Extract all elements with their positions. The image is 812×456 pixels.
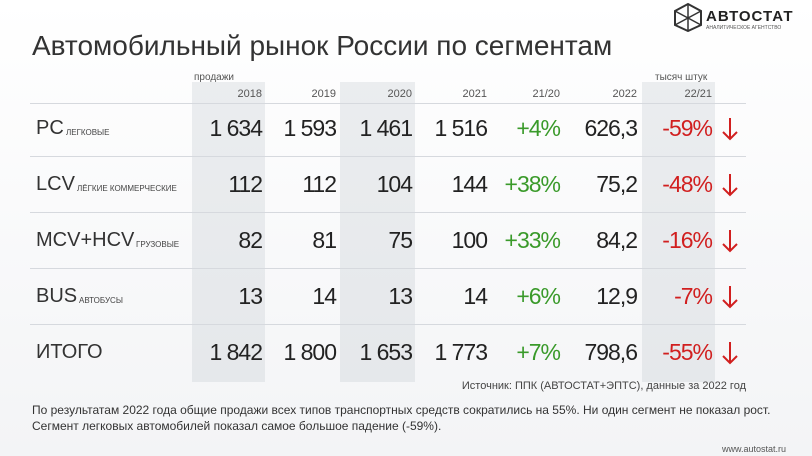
rule — [30, 156, 746, 157]
column-shade — [340, 82, 415, 382]
cell: 14 — [312, 283, 337, 309]
cell: 82 — [238, 227, 263, 253]
row-sublabel: легковые — [66, 128, 110, 137]
down-arrow — [722, 286, 738, 309]
cell: 13 — [238, 283, 263, 309]
cell: +6% — [516, 283, 561, 309]
summary: По результатам 2022 года общие продажи в… — [32, 403, 771, 433]
row-label: BUS — [36, 285, 78, 307]
cell: 1 634 — [209, 115, 263, 141]
cell: -59% — [662, 115, 713, 141]
cell: 104 — [376, 171, 413, 197]
cell: -7% — [674, 283, 713, 309]
cell: 1 773 — [434, 339, 488, 365]
row-sublabel: лёгкие коммерческие — [77, 184, 177, 193]
down-arrow — [722, 230, 738, 253]
cell: 12,9 — [596, 283, 638, 309]
cell: 1 842 — [209, 339, 263, 365]
cell: +4% — [516, 115, 561, 141]
column-header: 2020 — [387, 88, 412, 100]
cell: -55% — [662, 339, 713, 365]
cell: +38% — [504, 171, 561, 197]
cell: 626,3 — [584, 115, 638, 141]
column-header: 22/21 — [684, 88, 712, 100]
row-sublabel: автобусы — [79, 296, 123, 305]
column-header: 2018 — [237, 88, 262, 100]
cell: 798,6 — [584, 339, 638, 365]
column-header: 2019 — [311, 88, 336, 100]
source: Источник: ППК (АВТОСТАТ+ЭПТС), данные за… — [461, 380, 746, 392]
row-label: ИТОГО — [36, 341, 103, 363]
note: тысяч штук — [655, 72, 708, 83]
column-shade — [642, 82, 715, 382]
cell: 14 — [463, 283, 488, 309]
cell: 1 593 — [283, 115, 337, 141]
cell: 75,2 — [596, 171, 638, 197]
cell: 100 — [451, 227, 488, 253]
cell: 84,2 — [596, 227, 638, 253]
rule — [30, 324, 746, 325]
note: продажи — [194, 72, 234, 83]
cell: 1 461 — [359, 115, 413, 141]
row-label: PC — [36, 117, 64, 139]
rule — [30, 212, 746, 213]
cell: 112 — [302, 171, 337, 197]
rule — [30, 103, 746, 104]
cell: 1 800 — [283, 339, 337, 365]
row-label: LCV — [36, 173, 75, 195]
logo-tagline: АНАЛИТИЧЕСКОЕ АГЕНТСТВО — [706, 25, 782, 31]
cell: 144 — [451, 171, 488, 197]
cell: 1 516 — [434, 115, 488, 141]
row-sublabel: грузовые — [136, 240, 180, 249]
rule — [30, 268, 746, 269]
cell: 1 653 — [359, 339, 413, 365]
down-arrow — [722, 174, 738, 197]
cell: 112 — [228, 171, 263, 197]
cell: 75 — [388, 227, 413, 253]
row-label: MCV+HCV — [36, 229, 135, 251]
cell: 81 — [312, 227, 337, 253]
column-header: 2022 — [612, 88, 637, 100]
logo-name: АВТОСТАТ — [706, 8, 794, 25]
column-shade — [192, 82, 265, 382]
footer: www.autostat.ru — [721, 444, 786, 454]
cell: 13 — [388, 283, 413, 309]
column-header: 2021 — [462, 88, 487, 100]
column-header: 21/20 — [532, 88, 560, 100]
title: Автомобильный рынок России по сегментам — [32, 30, 613, 61]
cell: +7% — [516, 339, 561, 365]
down-arrow — [722, 118, 738, 141]
logo-icon — [674, 2, 702, 32]
down-arrow — [722, 342, 738, 365]
cell: -16% — [662, 227, 713, 253]
cell: +33% — [504, 227, 561, 253]
cell: -48% — [662, 171, 713, 197]
